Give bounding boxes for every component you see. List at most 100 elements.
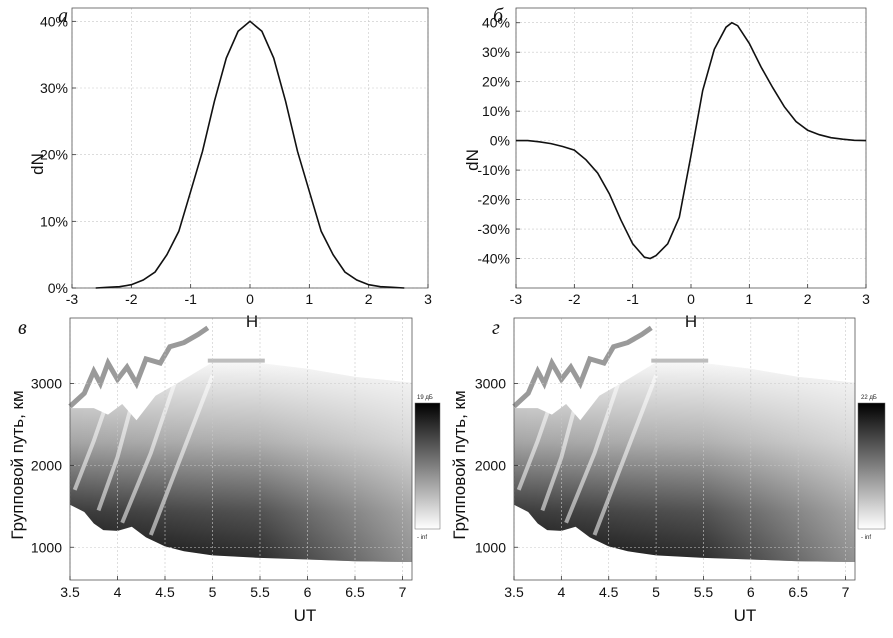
y-tick-label-b-5: 10%	[482, 103, 510, 119]
plot-frame-d	[513, 317, 856, 581]
y-axis-label-c: Групповой путь, км	[8, 390, 27, 539]
x-axis-label-d: UT	[734, 606, 757, 625]
x-tick-label-d-1: 4	[557, 584, 565, 600]
x-tick-label-a-2: -1	[184, 291, 197, 307]
x-axis-label-a: H	[246, 312, 258, 331]
chart-panel-c: в 3.5 4 4.5 5 5.5 6 6.5 7 1000 2000 3000 19 дБ - i…	[8, 317, 441, 625]
x-tick-label-c-6: 6.5	[345, 584, 365, 600]
grid-d	[513, 318, 855, 580]
y-tick-label-b-6: 20%	[482, 74, 510, 90]
heatmap-c	[68, 325, 412, 562]
colorbar-gradient-d	[857, 402, 886, 530]
wave-trace-c-0	[72, 399, 110, 491]
wave-trace-d-1	[540, 403, 578, 512]
y-tick-label-b-2: -20%	[477, 192, 510, 208]
series-line-b	[516, 21, 867, 260]
y-axis-label-d: Групповой путь, км	[450, 390, 469, 539]
y-tick-label-a-0: 0%	[48, 280, 68, 296]
ticks-b: -3 -2 -1 0 1 2 3 -40% -30% -20% -10% 0% 10% 20% 30% 40%	[477, 15, 870, 307]
panel-letter-b: б	[493, 5, 504, 27]
y-tick-label-b-3: -10%	[477, 162, 510, 178]
wave-trace-d-0	[516, 399, 554, 491]
y-tick-label-d-2: 3000	[475, 376, 506, 392]
x-tick-label-b-3: 0	[687, 291, 695, 307]
x-tick-label-d-6: 6.5	[788, 584, 808, 600]
x-tick-label-b-1: -2	[568, 291, 581, 307]
panel-letter-d: г	[492, 317, 500, 339]
x-tick-label-c-0: 3.5	[60, 584, 80, 600]
series-line-a	[95, 20, 405, 289]
x-tick-label-b-2: -1	[626, 291, 639, 307]
y-tick-label-a-3: 30%	[40, 80, 68, 96]
y-tick-label-b-7: 30%	[482, 44, 510, 60]
colorbar-max-label-d: 22 дБ	[861, 395, 877, 401]
x-tick-label-a-4: 1	[305, 291, 313, 307]
x-tick-label-b-4: 1	[745, 291, 753, 307]
x-axis-label-b: H	[685, 312, 697, 331]
chart-panel-a: а -3 -2 -1 0 1 2 30%10%20%30%40% H dN	[28, 5, 432, 331]
wave-trace-d-3	[592, 374, 658, 536]
heatmap-d	[512, 325, 855, 562]
y-tick-label-c-0: 1000	[31, 539, 62, 555]
ticks-a: -3 -2 -1 0 1 2 30%10%20%30%40%	[40, 13, 432, 307]
x-tick-label-b-5: 2	[804, 291, 812, 307]
x-tick-label-d-0: 3.5	[504, 584, 524, 600]
x-tick-label-a-1: -2	[125, 291, 138, 307]
x-tick-label-a-0: -3	[66, 291, 79, 307]
grid-c	[69, 318, 412, 580]
y-tick-label-c-1: 2000	[31, 457, 62, 473]
y-tick-label-c-2: 3000	[31, 376, 62, 392]
wave-trace-d-2	[564, 382, 621, 524]
colorbar-min-label-c: - inf	[417, 535, 427, 541]
colorbar-max-label-c: 19 дБ	[417, 395, 433, 401]
x-tick-label-c-2: 4.5	[155, 584, 175, 600]
panel-letter-c: в	[18, 317, 27, 339]
colorbar-min-label-d: - inf	[861, 535, 871, 541]
x-tick-label-a-5: 2	[365, 291, 373, 307]
y-axis-label-a: dN	[28, 153, 47, 175]
x-tick-label-d-3: 5	[652, 584, 660, 600]
axes-d	[513, 317, 856, 581]
x-tick-label-d-5: 6	[747, 584, 755, 600]
x-tick-label-d-4: 5.5	[694, 584, 714, 600]
heatmap-fade-d	[514, 362, 855, 562]
panel-letter-a: а	[58, 5, 68, 27]
y-tick-label-a-2: 20%	[40, 147, 68, 163]
colorbar-d: 22 дБ - inf	[857, 395, 886, 541]
y-tick-label-b-8: 40%	[482, 15, 510, 31]
x-tick-label-c-1: 4	[114, 584, 122, 600]
chart-panel-d: г 3.5 4 4.5 5 5.5 6 6.5 7 1000 2000 3000 22 дБ - i…	[450, 317, 886, 625]
y-tick-label-d-0: 1000	[475, 539, 506, 555]
heatmap-fade-c	[70, 362, 412, 562]
colorbar-c: 19 дБ - inf	[414, 395, 441, 541]
wave-trace-c-2	[120, 382, 177, 524]
x-tick-label-d-7: 7	[842, 584, 850, 600]
y-axis-label-b: dN	[463, 149, 482, 171]
y-tick-label-b-0: -40%	[477, 251, 510, 267]
x-tick-label-c-7: 7	[399, 584, 407, 600]
x-tick-label-d-2: 4.5	[599, 584, 619, 600]
x-tick-label-c-3: 5	[209, 584, 217, 600]
x-tick-label-c-5: 6	[304, 584, 312, 600]
wave-trace-c-1	[96, 403, 134, 512]
y-tick-label-b-4: 0%	[490, 133, 510, 149]
chart-panel-b: б -3 -2 -1 0 1 2 3 -40% -30% -20% -10% 0% 10% 20% 30% 4…	[463, 5, 870, 331]
y-tick-label-b-1: -30%	[477, 221, 510, 237]
y-tick-label-a-1: 10%	[40, 213, 68, 229]
wave-trace-c-3	[148, 374, 215, 536]
x-tick-label-b-0: -3	[510, 291, 523, 307]
plot-frame-c	[69, 317, 413, 581]
axes-c	[69, 317, 413, 581]
ticks-c: 3.5 4 4.5 5 5.5 6 6.5 7 1000 2000 3000	[31, 376, 407, 601]
x-tick-label-b-6: 3	[862, 291, 870, 307]
echo-edge-d	[512, 325, 653, 409]
colorbar-gradient-c	[414, 402, 441, 530]
x-tick-label-a-3: 0	[246, 291, 254, 307]
grid-a	[71, 8, 429, 289]
echo-edge-c	[68, 325, 210, 409]
ticks-d: 3.5 4 4.5 5 5.5 6 6.5 7 1000 2000 3000	[475, 376, 850, 601]
x-tick-label-c-4: 5.5	[250, 584, 270, 600]
y-tick-label-d-1: 2000	[475, 457, 506, 473]
x-tick-label-a-6: 3	[424, 291, 432, 307]
